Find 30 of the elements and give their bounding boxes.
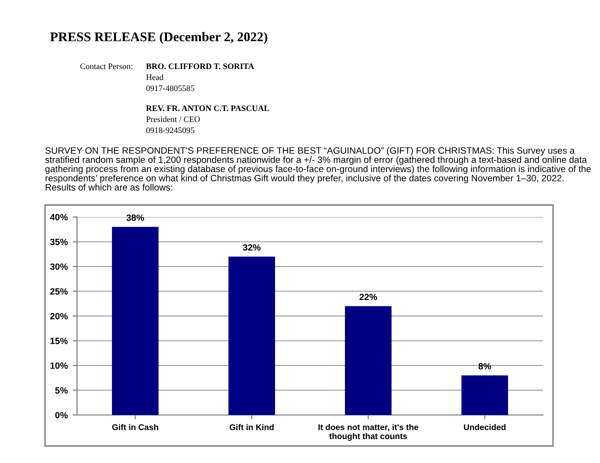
y-tick-label: 25% [50, 288, 68, 295]
text: REV. FR. ANTON C.T. PASCUAL [146, 105, 270, 112]
y-tick-label: 0% [55, 412, 68, 418]
chart-title: PRESS RELEASE (December 2, 2022) [50, 32, 268, 44]
text: President / CEO [146, 116, 200, 122]
text: BRO. CLIFFORD T. SORITA [146, 63, 254, 70]
data-label: 38% [126, 214, 144, 221]
text: Contact Person: [80, 63, 132, 70]
bar [112, 226, 159, 415]
y-tick-label: 40% [50, 214, 68, 220]
y-tick-label: 5% [55, 387, 68, 394]
text: 0918-9245095 [146, 127, 194, 134]
x-tick-label: Gift in Cash [112, 424, 158, 430]
y-tick-label: 30% [50, 263, 68, 270]
y-tick-label: 10% [50, 362, 68, 369]
x-tick-label: Gift in Kind [230, 424, 274, 430]
y-tick-label: 35% [50, 238, 68, 246]
y-tick-label: 15% [50, 338, 68, 344]
x-tick-label: It does not matter, it's the thought that counts [318, 424, 418, 441]
data-label: 8% [478, 363, 492, 370]
bar [461, 375, 508, 415]
data-label: 22% [360, 294, 378, 300]
bar [344, 306, 392, 415]
text: Head [146, 74, 164, 80]
data-label: 32% [242, 244, 261, 251]
text: 0917-4805585 [146, 85, 194, 92]
y-tick-label: 20% [50, 312, 68, 320]
bar [228, 256, 276, 415]
chart-subtitle: SURVEY ON THE RESPONDENT’S PREFERENCE OF THE BEST “AGUINALDO” (GIFT) FOR CHRISTMAS: This Survey uses a stratified random sample of 1,200 respondents nationwide for a +/- 3% margin of error (gathered through a text-based and online data gathering process from an existing database of previous face-to-face on-ground interviews) the following information is indicative of the respondents’ preference on what kind of Christmas Gift would they prefer, inclusive of the dates covering November 1–30, 2022. Results of which are as follows: [45, 147, 591, 191]
x-tick-label: Undecided [464, 424, 506, 430]
